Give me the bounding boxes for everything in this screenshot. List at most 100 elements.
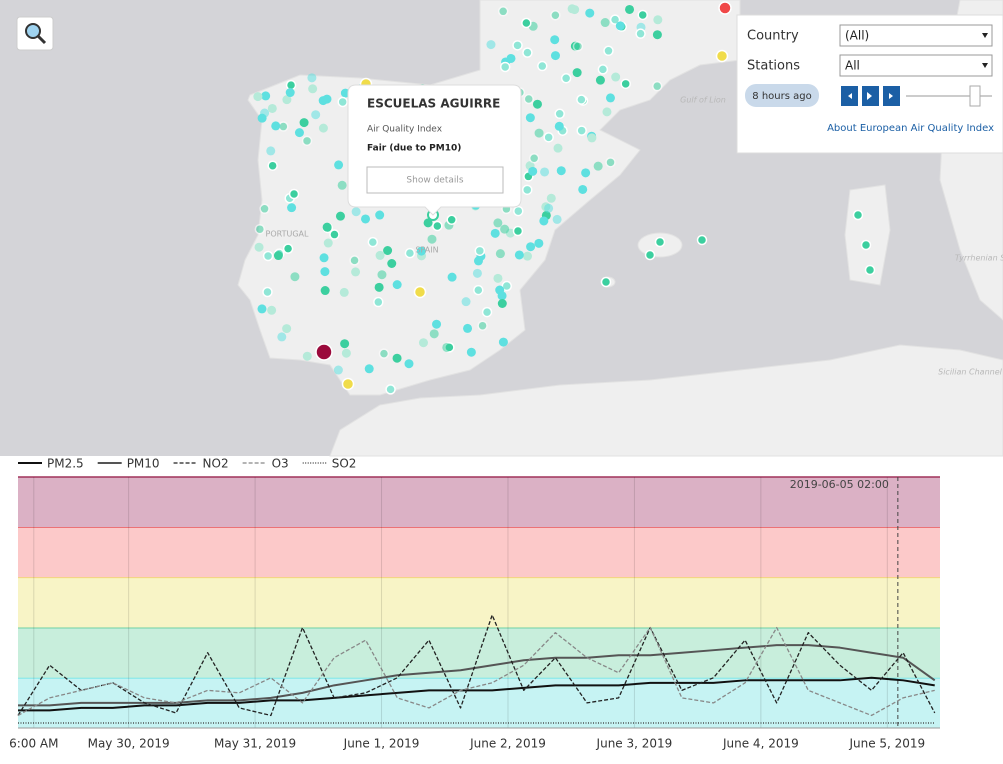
- station: [364, 364, 374, 374]
- station: [271, 121, 281, 131]
- station: [333, 365, 343, 375]
- station: [605, 93, 615, 103]
- station: [532, 99, 542, 109]
- station: [600, 276, 612, 288]
- station: [540, 167, 550, 177]
- x-tick-label: 6:00 AM: [9, 737, 58, 751]
- country-value[interactable]: (All): [845, 29, 869, 43]
- station: [611, 72, 621, 82]
- x-tick-label: May 30, 2019: [88, 737, 170, 751]
- africa: [329, 344, 1003, 457]
- station: [495, 285, 505, 295]
- station: [361, 214, 371, 224]
- station: [277, 332, 287, 342]
- map-labels: Gulf of Lion PORTUGAL SPAIN Tyrrhenian S…: [266, 96, 1003, 377]
- station: [497, 6, 509, 17]
- station: [463, 323, 473, 333]
- slider-handle[interactable]: [969, 85, 981, 107]
- station: [521, 17, 532, 29]
- station: [490, 228, 500, 238]
- station: [320, 267, 330, 277]
- arrow: [982, 33, 988, 38]
- station: [387, 259, 397, 269]
- station: [514, 250, 524, 260]
- legend-label: PM2.5: [47, 457, 84, 471]
- station: [593, 161, 603, 171]
- station: [587, 133, 597, 143]
- station: [377, 270, 387, 280]
- x-tick-label: June 1, 2019: [343, 737, 420, 751]
- station: [461, 297, 471, 307]
- station: [493, 218, 503, 228]
- station: [528, 153, 540, 164]
- station: [539, 216, 549, 226]
- popup-subtitle: Air Quality Index: [367, 125, 443, 135]
- station: [257, 113, 267, 123]
- station: [287, 203, 297, 213]
- station: [367, 236, 379, 248]
- search-icon: [25, 23, 41, 39]
- station: [552, 214, 562, 224]
- station: [259, 203, 270, 215]
- series-line: [18, 676, 935, 712]
- station: [523, 93, 535, 105]
- station: [554, 108, 565, 120]
- station: [522, 47, 533, 58]
- aqi-band: [18, 577, 940, 628]
- station: [432, 319, 442, 329]
- control-panel: Country (All) Stations All 8 hours ago A…: [736, 14, 1003, 154]
- station: [267, 103, 277, 113]
- time-label: 8 hours ago: [752, 91, 811, 102]
- station: [257, 304, 267, 314]
- station: [625, 4, 635, 14]
- station: [337, 180, 347, 190]
- popup: ESCUELAS AGUIRRE Air Quality Index Fair …: [347, 84, 522, 216]
- station: [378, 348, 390, 359]
- station: [481, 306, 493, 318]
- stations-value[interactable]: All: [845, 59, 860, 73]
- station: [576, 125, 587, 136]
- legend-label: NO2: [203, 457, 229, 471]
- station: [644, 249, 656, 261]
- station: [556, 166, 566, 176]
- country-select[interactable]: [839, 24, 993, 47]
- station: [253, 92, 263, 102]
- station: [512, 40, 523, 51]
- country-label: SPAIN: [415, 246, 438, 255]
- station: [311, 110, 321, 120]
- station: [392, 353, 402, 363]
- station: [374, 282, 384, 292]
- station: [498, 337, 508, 347]
- station: [652, 30, 662, 40]
- station: [373, 296, 384, 308]
- station: [651, 80, 663, 92]
- station: [603, 45, 614, 57]
- station: [852, 209, 864, 221]
- station: [864, 264, 876, 276]
- search-button[interactable]: [16, 16, 54, 51]
- x-tick-label: May 31, 2019: [214, 737, 296, 751]
- station: [340, 339, 350, 349]
- station: [534, 238, 544, 248]
- stations-select[interactable]: [839, 54, 993, 77]
- x-tick-label: June 3, 2019: [596, 737, 673, 751]
- station: [497, 299, 507, 309]
- station: [299, 118, 309, 128]
- station: [290, 272, 300, 282]
- station: [318, 96, 328, 106]
- station: [413, 285, 427, 299]
- details-button[interactable]: [366, 166, 504, 194]
- station: [615, 21, 625, 31]
- station: [534, 128, 544, 138]
- details-label[interactable]: Show details: [406, 176, 463, 186]
- station: [261, 91, 271, 101]
- aqi-band: [18, 477, 940, 528]
- station: [288, 188, 300, 200]
- about-link[interactable]: About European Air Quality Index: [827, 123, 994, 134]
- station: [493, 273, 503, 283]
- station: [512, 225, 524, 237]
- arrow: [982, 63, 988, 68]
- station: [696, 234, 708, 246]
- station: [550, 51, 560, 61]
- x-tick-label: June 5, 2019: [848, 737, 925, 751]
